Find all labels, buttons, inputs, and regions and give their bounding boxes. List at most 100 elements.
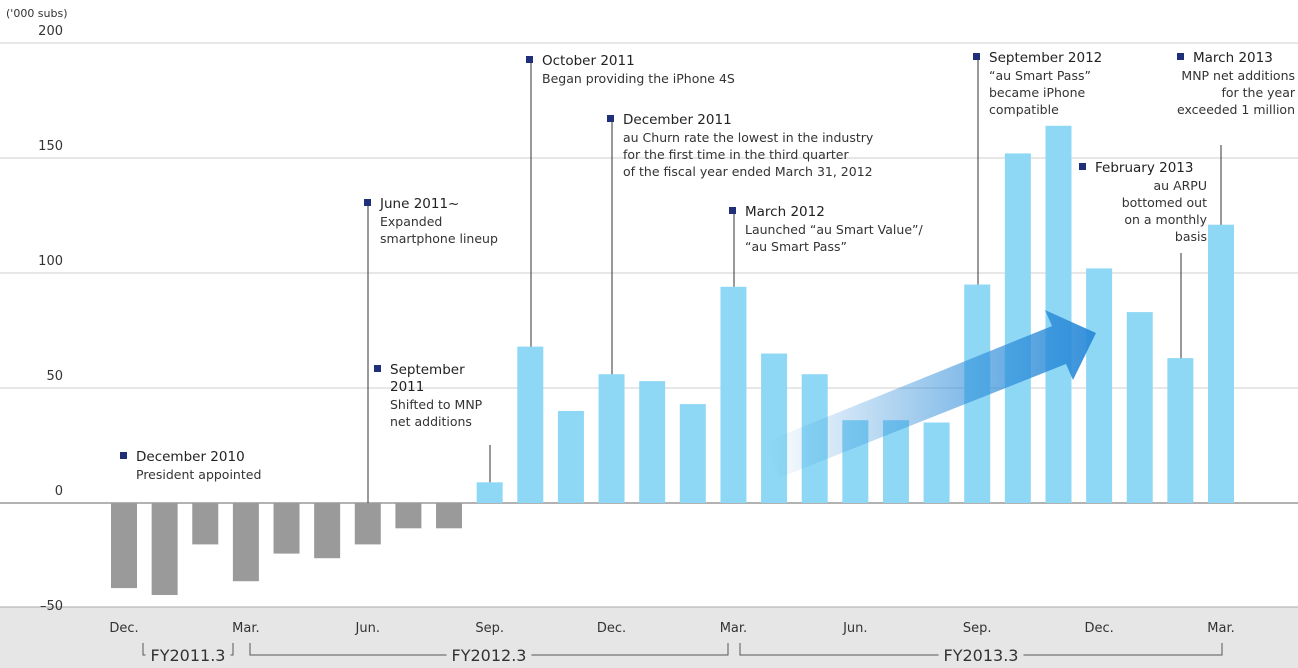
annotation-text: net additions <box>390 414 472 429</box>
annotation-text: “au Smart Pass” <box>989 68 1091 83</box>
y-tick-label: 200 <box>38 24 63 39</box>
x-tick-label: Dec. <box>597 621 626 636</box>
annotation-text: MNP net additions <box>1181 68 1295 83</box>
y-tick-label: 100 <box>38 254 63 269</box>
annotation-title: December 2010 <box>136 449 245 465</box>
y-tick-label: 0 <box>55 484 63 499</box>
fiscal-year-bracket <box>142 643 234 656</box>
annotation: December 2011 au Churn rate the lowest in… <box>607 112 927 180</box>
annotation-text: Expanded <box>380 214 443 229</box>
annotation-title: December 2011 <box>623 112 732 128</box>
bar <box>639 381 666 503</box>
bar <box>314 503 341 559</box>
bar <box>1004 153 1031 503</box>
bar <box>1086 268 1113 503</box>
annotation: March 2013 MNP net additions for the year e… <box>1177 50 1295 118</box>
annotation-head: June 2011~ <box>364 196 544 213</box>
annotation: October 2011 Began providing the iPhone 4… <box>526 53 826 87</box>
y-tick-label: –50 <box>40 599 63 614</box>
fiscal-year-bracket <box>249 643 729 656</box>
annotation-title: September 2012 <box>989 50 1103 66</box>
bar <box>354 503 381 545</box>
annotation: June 2011~ Expanded smartphone lineup <box>364 196 544 247</box>
bar <box>1126 312 1153 503</box>
x-tick-label: Dec. <box>1084 621 1113 636</box>
x-tick-label: Sep. <box>963 621 992 636</box>
trend-arrow <box>765 310 1096 478</box>
annotation-head: March 2013 <box>1177 50 1295 67</box>
annotation-text: on a monthly <box>1124 212 1207 227</box>
annotation-text: became iPhone <box>989 85 1086 100</box>
bar <box>517 346 544 503</box>
annotation: March 2012 Launched “au Smart Value”/ “au … <box>729 204 929 255</box>
axis-band <box>0 607 1298 668</box>
fiscal-year-label: FY2011.3 <box>151 646 226 665</box>
annotation-title: February 2013 <box>1095 160 1194 176</box>
bar <box>679 404 706 503</box>
annotation-text: Shifted to MNP <box>390 397 483 412</box>
bar <box>476 482 503 503</box>
annotation-head: December 2010 <box>120 449 380 466</box>
y-unit: ('000 subs) <box>6 7 68 20</box>
annotation-text: of the fiscal year ended March 31, 2012 <box>623 164 873 179</box>
fiscal-year-label: FY2013.3 <box>944 646 1019 665</box>
annotation-text: President appointed <box>136 467 262 482</box>
annotation-text: for the first time in the third quarter <box>623 147 849 162</box>
annotation-text: basis <box>1174 229 1207 244</box>
fiscal-year-bracket <box>739 643 1223 656</box>
annotation-marker <box>607 115 614 122</box>
x-tick-label: Sep. <box>475 621 504 636</box>
x-tick-label: Jun. <box>355 621 380 636</box>
annotation-marker <box>729 207 736 214</box>
fiscal-year-label: FY2012.3 <box>452 646 527 665</box>
bar <box>232 503 259 582</box>
y-tick-label: 150 <box>38 139 63 154</box>
annotation-marker <box>364 199 371 206</box>
annotation-head: February 2013 <box>1079 160 1207 177</box>
annotation-title: October 2011 <box>542 53 635 69</box>
annotation: September 2011 Shifted to MNP net addition… <box>374 362 494 430</box>
annotation-title: March 2013 <box>1193 50 1273 66</box>
x-tick-label: Mar. <box>1207 621 1234 636</box>
bar <box>923 422 950 503</box>
bar <box>151 503 178 595</box>
bar <box>598 374 625 503</box>
x-tick-label: Mar. <box>720 621 747 636</box>
annotation-text: for the year <box>1221 85 1295 100</box>
x-tick-label: Jun. <box>842 621 867 636</box>
annotation-head: December 2011 <box>607 112 927 129</box>
annotation-text: bottomed out <box>1121 195 1207 210</box>
annotation-title: September 2011 <box>390 362 465 395</box>
annotation-text: compatible <box>989 102 1059 117</box>
x-tick-label: Dec. <box>109 621 138 636</box>
annotation-marker <box>526 56 533 63</box>
bar <box>1167 358 1194 503</box>
annotation-head: September 2011 <box>374 362 494 396</box>
bar <box>761 353 788 503</box>
bar <box>1208 224 1234 503</box>
annotation-text: au ARPU <box>1153 178 1207 193</box>
annotation-text: au Churn rate the lowest in the industry <box>623 130 874 145</box>
bar <box>192 503 219 545</box>
bar <box>436 503 463 529</box>
annotation-text: exceeded 1 million <box>1177 102 1295 117</box>
annotation-title: June 2011~ <box>380 196 460 212</box>
annotation-head: September 2012 <box>973 50 1133 67</box>
bar <box>395 503 422 529</box>
annotation-marker <box>973 53 980 60</box>
annotation-head: March 2012 <box>729 204 929 221</box>
annotation-marker <box>374 365 381 372</box>
y-tick-label: 50 <box>46 369 63 384</box>
annotation: September 2012 “au Smart Pass” became iPho… <box>973 50 1133 118</box>
annotation-text: smartphone lineup <box>380 231 498 246</box>
annotation-text: Launched “au Smart Value”/ <box>745 222 923 237</box>
annotation-marker <box>1079 163 1086 170</box>
bar <box>273 503 300 554</box>
annotation-text: “au Smart Pass” <box>745 239 847 254</box>
annotation-marker <box>120 452 127 459</box>
annotation-text: Began providing the iPhone 4S <box>542 71 735 86</box>
annotation-title: March 2012 <box>745 204 825 220</box>
annotation-head: October 2011 <box>526 53 826 70</box>
